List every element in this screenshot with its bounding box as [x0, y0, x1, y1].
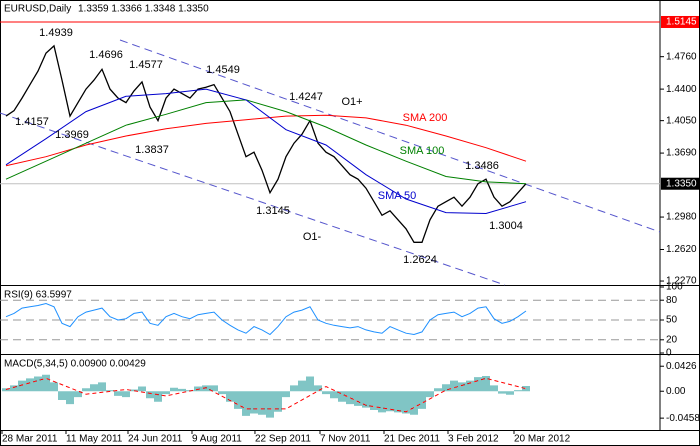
y-tick-label: 50 — [666, 315, 678, 326]
series-label: SMA 200 — [403, 112, 448, 124]
annotation: 1.4247 — [289, 91, 323, 103]
macd-title: MACD(5,34,5) 0.00900 0.00429 — [4, 359, 146, 370]
channel-line — [119, 39, 661, 233]
level-label: 1.5145 — [666, 17, 697, 28]
y-tick-label: 1.2270 — [666, 276, 697, 287]
level-box — [661, 15, 699, 28]
y-tick-label: 1.2980 — [666, 212, 697, 223]
annotation: 1.4157 — [15, 116, 49, 128]
annotation: 1.3837 — [135, 144, 169, 156]
chart-subtitle: 1.3359 1.3366 1.3348 1.3350 — [78, 4, 209, 15]
y-tick-label: 20 — [666, 334, 678, 345]
sma-line — [5, 114, 527, 167]
annotation: 1.4549 — [206, 64, 240, 76]
level-box — [661, 177, 699, 190]
x-tick-label: 9 Aug 2011 — [192, 434, 242, 445]
y-tick-label: 1.4400 — [666, 84, 697, 95]
y-tick-label: 0 — [666, 348, 672, 359]
y-tick-label: 1.2620 — [666, 244, 697, 255]
annotation: 1.3145 — [256, 205, 290, 217]
y-tick-label: 0.00 — [666, 386, 686, 397]
sma-line — [5, 88, 527, 215]
x-tick-label: 3 Feb 2012 — [448, 434, 499, 445]
rsi-title: RSI(9) 63.5997 — [4, 290, 72, 301]
chart-title: EURUSD,Daily — [4, 4, 71, 15]
series-label: SMA 50 — [378, 190, 417, 202]
x-tick-label: 21 Dec 2011 — [384, 434, 440, 445]
x-tick-label: 22 Sep 2011 — [255, 434, 311, 445]
series-label: SMA 100 — [400, 145, 445, 157]
x-tick-label: 7 Nov 2011 — [320, 434, 371, 445]
y-tick-label: 100 — [666, 282, 683, 293]
x-tick-label: 11 May 2011 — [66, 434, 123, 445]
annotation: 1.3004 — [489, 220, 523, 232]
x-tick-label: 20 Mar 2012 — [514, 434, 571, 445]
annotation: 1.3969 — [55, 129, 89, 141]
annotation: 1.4577 — [129, 59, 163, 71]
annotation: O1+ — [341, 96, 362, 108]
sma-line — [5, 99, 527, 185]
price-line — [5, 44, 527, 243]
annotation: 1.4939 — [39, 27, 73, 39]
annotation: 1.3486 — [465, 160, 499, 172]
signal-line — [5, 377, 527, 413]
y-tick-label: 1.3690 — [666, 148, 697, 159]
y-tick-label: 1.4760 — [666, 51, 697, 62]
rsi-line — [5, 302, 527, 336]
x-tick-label: 24 Jun 2011 — [128, 434, 183, 445]
y-tick-label: -0.0458 — [666, 413, 700, 424]
channel-line — [0, 112, 506, 286]
level-label: 1.3350 — [666, 178, 697, 189]
annotation: O1- — [303, 231, 322, 243]
annotation: 1.4696 — [89, 49, 123, 61]
annotation: 1.2624 — [403, 254, 437, 266]
y-tick-label: 80 — [666, 295, 678, 306]
y-tick-label: 1.4050 — [666, 115, 697, 126]
y-tick-label: 0.0426 — [666, 361, 697, 372]
x-tick-label: 28 Mar 2011 — [2, 434, 58, 445]
